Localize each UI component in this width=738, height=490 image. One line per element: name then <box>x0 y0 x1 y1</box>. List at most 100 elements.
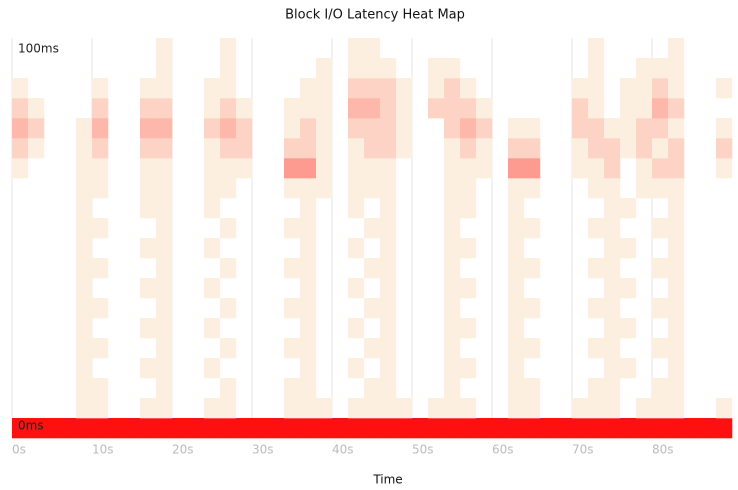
heat-cell <box>668 78 685 99</box>
heat-cell <box>540 378 556 398</box>
heat-cell <box>364 98 381 119</box>
heat-cell <box>76 238 93 259</box>
heat-cell <box>476 418 493 439</box>
heat-cell <box>76 358 93 379</box>
heat-cell <box>716 398 733 419</box>
heat-cell <box>156 418 173 439</box>
heat-cell <box>412 358 428 378</box>
heat-cell <box>60 58 76 78</box>
heat-cell <box>524 198 540 218</box>
heat-cell <box>348 358 365 379</box>
heat-cell <box>444 38 460 58</box>
heat-cell <box>540 78 556 98</box>
heat-cell <box>652 138 669 159</box>
heat-cell <box>524 278 540 298</box>
heat-cell <box>236 358 252 378</box>
heat-cell <box>396 138 413 159</box>
heat-cell <box>188 158 204 178</box>
heat-cell <box>396 38 412 58</box>
heat-cell <box>636 398 653 419</box>
heat-cell <box>12 338 28 358</box>
heat-cell <box>684 118 700 138</box>
heat-cell <box>492 138 508 158</box>
heat-cell <box>316 198 332 218</box>
heat-cell <box>300 58 316 78</box>
heat-cell <box>76 398 93 419</box>
heat-cell <box>236 138 253 159</box>
heat-cell <box>348 338 364 358</box>
heat-cell <box>332 118 348 138</box>
heat-cell <box>524 298 541 319</box>
heat-cell <box>124 78 140 98</box>
heat-cell <box>348 78 365 99</box>
heat-cell <box>700 298 716 318</box>
heat-cell <box>460 218 476 238</box>
heat-cell <box>172 178 188 198</box>
heat-cell <box>348 298 364 318</box>
heat-cell <box>380 178 397 199</box>
heat-cell <box>700 338 716 358</box>
heat-cell <box>380 378 397 399</box>
heat-cell <box>252 198 268 218</box>
heat-cell <box>396 258 412 278</box>
heat-cell <box>604 338 621 359</box>
heat-cell <box>700 58 716 78</box>
heat-cell <box>700 198 716 218</box>
heat-cell <box>380 78 397 99</box>
heat-cell <box>492 98 508 118</box>
heat-cell <box>108 218 124 238</box>
heat-cell <box>220 118 237 139</box>
heat-cell <box>140 218 156 238</box>
heat-cell <box>652 258 669 279</box>
heat-cell <box>380 118 397 139</box>
heat-cell <box>700 278 716 298</box>
heat-cell <box>508 338 525 359</box>
heat-cell <box>332 178 348 198</box>
heat-cell <box>508 98 524 118</box>
heat-cell <box>140 158 157 179</box>
heat-cell <box>492 318 508 338</box>
heat-cell <box>652 238 668 258</box>
heat-cell <box>476 358 492 378</box>
heat-cell <box>716 238 732 258</box>
heat-cell <box>12 178 28 198</box>
heat-cell <box>476 118 493 139</box>
heat-cell <box>684 398 700 418</box>
heat-cell <box>396 218 412 238</box>
heat-cell <box>332 358 348 378</box>
heat-cell <box>140 118 157 139</box>
heat-cell <box>412 78 428 98</box>
heat-cell <box>652 58 669 79</box>
heat-cell <box>508 218 525 239</box>
heat-cell <box>268 198 284 218</box>
heat-cell <box>124 238 140 258</box>
heat-cell <box>380 158 397 179</box>
heat-cell <box>12 378 28 398</box>
heat-cell <box>60 298 76 318</box>
heat-cell <box>28 78 44 98</box>
heat-cell <box>524 238 540 258</box>
x-tick-label: 80s <box>652 443 674 457</box>
heat-cell <box>588 378 605 399</box>
heat-cell <box>108 318 124 338</box>
x-tick-label: 20s <box>172 443 194 457</box>
heat-cell <box>412 378 428 398</box>
heat-cell <box>252 238 268 258</box>
heat-cell <box>284 178 301 199</box>
heat-cell <box>572 198 588 218</box>
heat-cell <box>12 58 28 78</box>
heat-cell <box>636 278 652 298</box>
heat-cell <box>412 298 428 318</box>
heat-cell <box>220 318 236 338</box>
heat-cell <box>188 418 205 439</box>
heat-cell <box>572 78 589 99</box>
heat-cell <box>700 258 716 278</box>
heat-cell <box>108 378 124 398</box>
heat-cell <box>204 38 220 58</box>
heat-cell <box>316 218 332 238</box>
heat-cell <box>572 138 589 159</box>
heat-cell <box>444 158 461 179</box>
heat-cell <box>508 358 525 379</box>
heat-cell <box>668 398 685 419</box>
heat-cell <box>652 218 669 239</box>
